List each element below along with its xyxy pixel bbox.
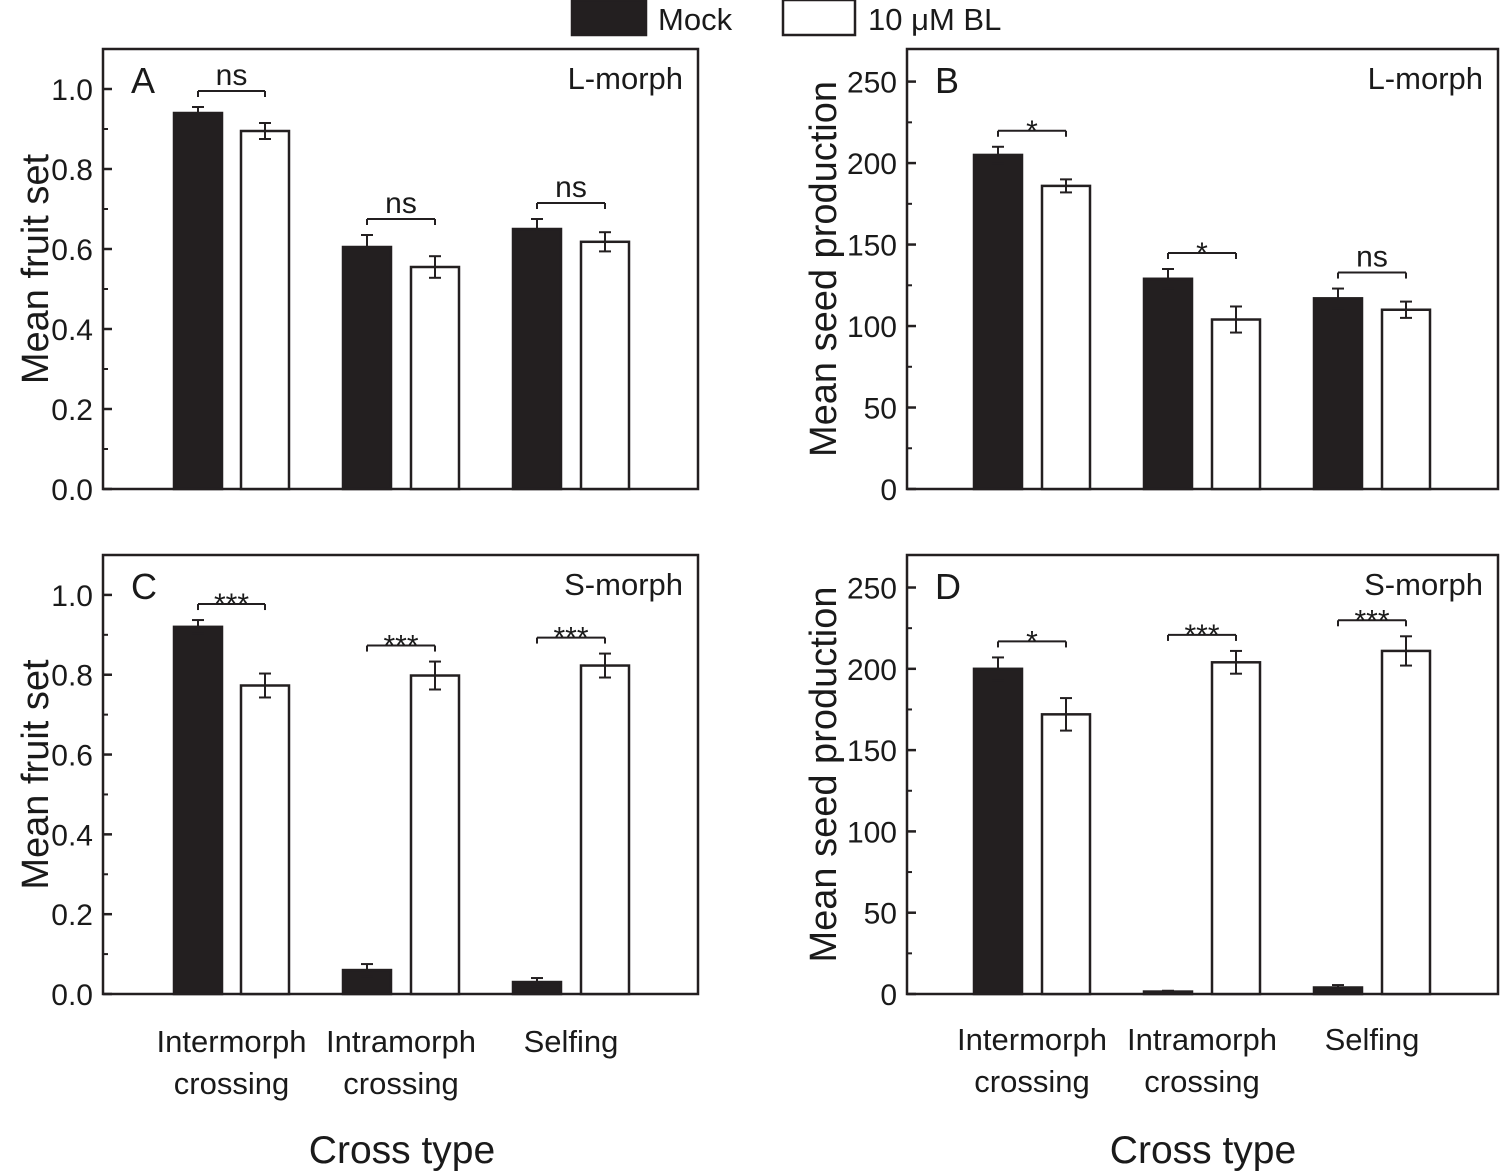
panel-letter: B — [935, 60, 959, 101]
y-tick-label: 0.2 — [51, 899, 93, 932]
bar-mock — [1312, 297, 1364, 491]
category-label: crossing — [1144, 1064, 1259, 1099]
bar-mock — [511, 227, 563, 491]
significance-label: *** — [1184, 619, 1219, 652]
bar-bl — [1210, 318, 1262, 491]
y-tick-label: 200 — [847, 654, 897, 687]
panel-C: 0.0 0.2 0.4 0.6 0.8 1.0 Mean fruit set C S-morph… — [15, 553, 700, 1101]
legend: Mock 10 μM BL — [570, 0, 1001, 37]
bar-mock — [1142, 277, 1194, 491]
legend-swatch-mock — [570, 0, 648, 37]
plot-frame — [905, 553, 1500, 996]
category-label: crossing — [174, 1066, 289, 1101]
y-tick-label: 100 — [847, 311, 897, 344]
significance-label: *** — [383, 630, 418, 663]
y-tick-label: 150 — [847, 230, 897, 263]
legend-label-bl: 10 μM BL — [868, 2, 1001, 37]
significance-label: * — [1026, 625, 1038, 658]
panel-letter: A — [131, 60, 155, 101]
category-label: Selfing — [524, 1024, 619, 1059]
y-tick-label: 0.0 — [51, 979, 93, 1012]
category-label: crossing — [343, 1066, 458, 1101]
bar-mock — [172, 111, 224, 491]
significance-label: *** — [1354, 604, 1389, 637]
category-label: Intermorph — [157, 1024, 307, 1059]
y-tick-label: 200 — [847, 148, 897, 181]
bar-bl — [579, 240, 631, 491]
category-label: Selfing — [1325, 1022, 1420, 1057]
x-axis-title-left: Cross type — [309, 1129, 495, 1172]
bar-bl — [1380, 308, 1432, 491]
y-tick-label: 250 — [847, 573, 897, 606]
category-label: Intermorph — [957, 1022, 1107, 1057]
significance-label: *** — [214, 588, 249, 621]
bar-mock — [972, 153, 1024, 491]
bar-bl — [239, 684, 291, 996]
y-tick-label: 150 — [847, 735, 897, 768]
bar-bl — [409, 265, 461, 491]
significance-label: * — [1196, 237, 1208, 270]
y-tick-label: 50 — [864, 898, 897, 931]
y-tick-label: 0 — [880, 474, 897, 507]
y-tick-label: 0.2 — [51, 394, 93, 427]
y-axis-label: Mean fruit set — [15, 153, 57, 384]
y-tick-label: 0.8 — [51, 154, 93, 187]
morph-label: S-morph — [564, 567, 683, 602]
y-tick-label: 0.8 — [51, 660, 93, 693]
bar-mock — [172, 625, 224, 996]
y-tick-label: 0.6 — [51, 234, 93, 267]
y-tick-label: 0.4 — [51, 819, 93, 852]
category-label: Intramorph — [326, 1024, 476, 1059]
morph-label: L-morph — [568, 61, 683, 96]
bar-bl — [579, 664, 631, 996]
legend-label-mock: Mock — [658, 2, 733, 37]
y-axis-label: Mean fruit set — [15, 659, 57, 890]
panel-letter: C — [131, 566, 157, 607]
y-tick-label: 0.0 — [51, 474, 93, 507]
plot-frame — [101, 553, 700, 996]
category-label: crossing — [974, 1064, 1089, 1099]
bar-bl — [1210, 661, 1262, 996]
plot-frame — [101, 47, 700, 491]
significance-label: * — [1026, 115, 1038, 148]
x-axis-title-right: Cross type — [1110, 1129, 1296, 1172]
y-axis-label: Mean seed production — [803, 586, 845, 962]
significance-label: ns — [385, 187, 417, 220]
panel-A: 0.0 0.2 0.4 0.6 0.8 1.0 Mean fruit set A L-morph… — [15, 47, 700, 507]
legend-swatch-bl — [781, 0, 857, 37]
significance-label: ns — [555, 171, 587, 204]
bar-bl — [1040, 713, 1092, 996]
bar-mock — [972, 667, 1024, 996]
morph-label: L-morph — [1368, 61, 1483, 96]
significance-label: ns — [1356, 241, 1388, 274]
y-tick-label: 1.0 — [51, 580, 93, 613]
y-tick-label: 50 — [864, 393, 897, 426]
bar-bl — [1380, 649, 1432, 996]
y-tick-label: 250 — [847, 67, 897, 100]
category-label: Intramorph — [1127, 1022, 1277, 1057]
y-tick-label: 0.6 — [51, 740, 93, 773]
bar-bl — [409, 674, 461, 996]
significance-label: ns — [216, 59, 248, 92]
panel-letter: D — [935, 566, 961, 607]
bar-mock — [341, 245, 393, 491]
bar-bl — [239, 129, 291, 491]
bar-bl — [1040, 184, 1092, 491]
y-axis-label: Mean seed production — [803, 81, 845, 457]
y-tick-label: 0 — [880, 979, 897, 1012]
y-tick-label: 1.0 — [51, 74, 93, 107]
morph-label: S-morph — [1364, 567, 1483, 602]
y-tick-label: 0.4 — [51, 314, 93, 347]
plot-frame — [905, 47, 1500, 491]
significance-label: *** — [553, 622, 588, 655]
y-tick-label: 100 — [847, 816, 897, 849]
